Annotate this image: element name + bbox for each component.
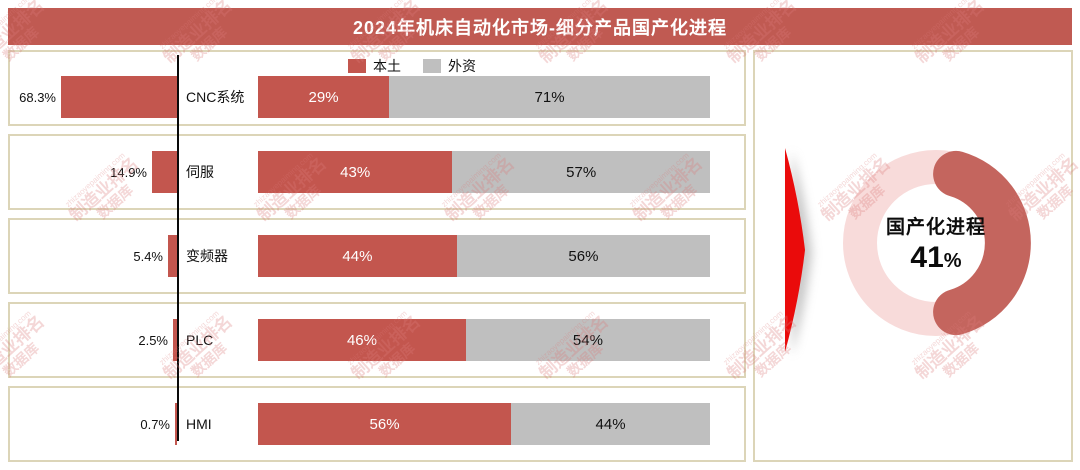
legend-label-domestic: 本土	[373, 58, 401, 74]
foreign-segment: 44%	[511, 403, 710, 445]
category-label: PLC	[186, 332, 214, 348]
market-share-zone: 14.9%	[10, 136, 177, 208]
stacked-bar-inner: 44% 56%	[258, 235, 710, 277]
category-label: 伺服	[186, 164, 214, 180]
domestic-segment-label: 29%	[308, 88, 339, 106]
foreign-segment-label: 57%	[566, 163, 597, 181]
legend-label-foreign: 外资	[448, 58, 476, 74]
market-share-bar	[152, 151, 177, 193]
domestic-segment-label: 46%	[346, 331, 377, 349]
market-share-label: 2.5%	[138, 332, 168, 348]
arrow-shape	[785, 148, 805, 352]
category-label: HMI	[186, 416, 212, 432]
foreign-segment-label: 54%	[572, 331, 603, 349]
domestic-segment-label: 56%	[369, 415, 400, 433]
domestic-segment: 46%	[258, 319, 466, 361]
row-PLC: 2.5% PLC 46% 54%	[8, 302, 746, 378]
market-share-label: 14.9%	[110, 164, 147, 180]
market-share-zone: 5.4%	[10, 220, 177, 292]
row-变频器: 5.4% 变频器 44% 56%	[8, 218, 746, 294]
donut-chart	[843, 150, 1031, 336]
category-label: CNC系统	[186, 89, 245, 105]
domestic-segment: 44%	[258, 235, 457, 277]
market-share-label: 68.3%	[19, 89, 56, 105]
axis-line	[177, 55, 179, 441]
market-share-bar	[61, 76, 177, 118]
donut-label: 国产化进程	[885, 216, 986, 238]
market-share-zone: 68.3%	[10, 52, 177, 124]
page-title: 2024年机床自动化市场-细分产品国产化进程	[352, 17, 728, 38]
stacked-bar-inner: 56% 44%	[258, 403, 710, 445]
domestic-segment-label: 44%	[342, 247, 373, 265]
market-share-bar	[173, 319, 177, 361]
market-share-label: 0.7%	[140, 416, 170, 432]
stacked-bar: 44% 56%	[258, 220, 710, 292]
donut-center-text: 国产化进程 41%	[836, 143, 1036, 343]
stacked-bar-inner: 46% 54%	[258, 319, 710, 361]
legend: 本土 外资	[348, 56, 498, 76]
foreign-segment: 71%	[389, 76, 710, 118]
chart-title-bar: 2024年机床自动化市场-细分产品国产化进程	[8, 8, 1072, 45]
foreign-segment: 57%	[452, 151, 710, 193]
category-label: 变频器	[186, 248, 228, 264]
bar-rows-container: 68.3% CNC系统 29% 71% 14.9% 伺服 43% 57% 5.4% 变频器 44% 5…	[8, 50, 746, 462]
donut-value: 41%	[910, 241, 961, 275]
stacked-bar: 56% 44%	[258, 388, 710, 460]
market-share-zone: 2.5%	[10, 304, 177, 376]
legend-swatch-foreign	[423, 59, 441, 73]
arrow-icon	[785, 148, 805, 352]
market-share-zone: 0.7%	[10, 388, 177, 460]
domestic-segment: 56%	[258, 403, 512, 445]
legend-swatch-domestic	[348, 59, 366, 73]
donut-arc	[933, 150, 1031, 336]
row-HMI: 0.7% HMI 56% 44%	[8, 386, 746, 462]
donut-value-unit: %	[943, 249, 962, 272]
foreign-segment: 56%	[456, 235, 710, 277]
row-伺服: 14.9% 伺服 43% 57%	[8, 134, 746, 210]
domestic-segment: 29%	[258, 76, 390, 118]
row-CNC系统: 68.3% CNC系统 29% 71%	[8, 50, 746, 126]
foreign-segment-label: 44%	[595, 415, 626, 433]
stacked-bar-inner: 29% 71%	[258, 76, 710, 118]
stacked-bar: 43% 57%	[258, 136, 710, 208]
domestic-segment-label: 43%	[340, 163, 371, 181]
domestic-segment: 43%	[258, 151, 453, 193]
foreign-segment-label: 71%	[534, 88, 565, 106]
stacked-bar: 46% 54%	[258, 304, 710, 376]
donut-value-number: 41	[910, 240, 944, 274]
foreign-segment-label: 56%	[568, 247, 599, 265]
market-share-bar	[175, 403, 177, 445]
market-share-bar	[168, 235, 177, 277]
foreign-segment: 54%	[465, 319, 710, 361]
stacked-bar: 29% 71%	[258, 52, 710, 124]
market-share-label: 5.4%	[133, 248, 163, 264]
stacked-bar-inner: 43% 57%	[258, 151, 710, 193]
